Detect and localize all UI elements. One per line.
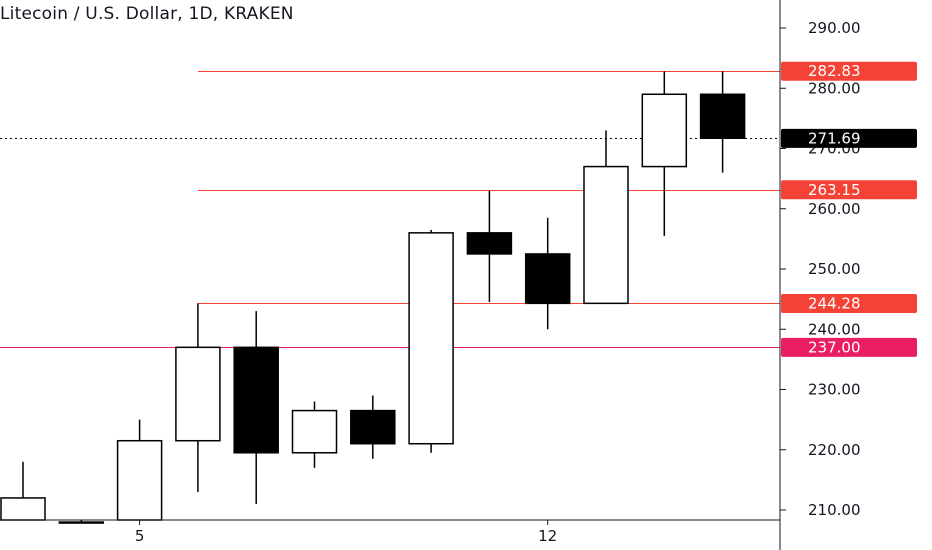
price-badge-bg — [781, 293, 917, 313]
chart-title: Litecoin / U.S. Dollar, 1D, KRAKEN — [0, 4, 294, 24]
candle — [699, 71, 746, 173]
price-tick-label: 210.00 — [808, 501, 861, 519]
price-tick-label: 230.00 — [808, 381, 861, 399]
candle — [350, 395, 396, 459]
candle-body-up — [291, 409, 338, 454]
candle — [233, 311, 279, 504]
price-badge-bg — [781, 337, 917, 357]
price-axis[interactable]: 290.00280.00270.00260.00250.00240.00230.… — [780, 19, 861, 519]
candle — [641, 71, 688, 236]
price-badge-bg — [781, 180, 917, 200]
candle-body-down — [466, 232, 513, 255]
price-tick-label: 280.00 — [808, 79, 861, 97]
candle — [524, 217, 571, 330]
time-axis[interactable]: 5 12 — [135, 520, 557, 545]
price-badge: 263.15 — [781, 180, 917, 200]
candle-body-down — [524, 253, 571, 305]
price-badge-bg — [781, 61, 917, 81]
candle — [116, 419, 163, 521]
candle-body-up — [175, 346, 221, 442]
price-badge: 237.00 — [781, 337, 917, 357]
candle — [291, 401, 338, 468]
candle-body-down — [233, 346, 279, 454]
candle-body-up — [583, 165, 629, 305]
price-badge: 282.83 — [781, 61, 917, 81]
candle — [583, 130, 629, 305]
axis-lines — [0, 0, 781, 550]
candle — [0, 461, 46, 521]
candle — [175, 303, 221, 492]
price-badge-label: 271.69 — [808, 129, 861, 147]
price-tick-label: 220.00 — [808, 441, 861, 459]
price-tick-label: 290.00 — [808, 19, 861, 37]
candle-body-up — [116, 439, 163, 521]
candle — [408, 229, 454, 453]
candle-body-up — [58, 521, 105, 524]
price-badges: 282.83 263.15 244.28 237.00 271.69 — [781, 61, 917, 357]
time-tick-label: 12 — [538, 527, 557, 545]
candle-body-up — [408, 232, 454, 445]
candle-body-up — [641, 93, 688, 168]
price-badge: 244.28 — [781, 293, 917, 313]
price-badge-label: 244.28 — [808, 294, 861, 312]
price-tick-label: 250.00 — [808, 260, 861, 278]
price-badge-bg — [781, 128, 917, 148]
candle-body-up — [0, 497, 46, 521]
price-tick-label: 260.00 — [808, 200, 861, 218]
price-badge-label: 263.15 — [808, 181, 861, 199]
candle-body-down — [699, 93, 746, 140]
price-badge-label: 282.83 — [808, 62, 861, 80]
price-tick-label: 240.00 — [808, 320, 861, 338]
candles — [0, 71, 746, 524]
time-tick-label: 5 — [135, 527, 145, 545]
price-badge-label: 237.00 — [808, 338, 861, 356]
price-badge: 271.69 — [781, 128, 917, 148]
candle-body-down — [350, 409, 396, 445]
candle — [466, 190, 513, 303]
